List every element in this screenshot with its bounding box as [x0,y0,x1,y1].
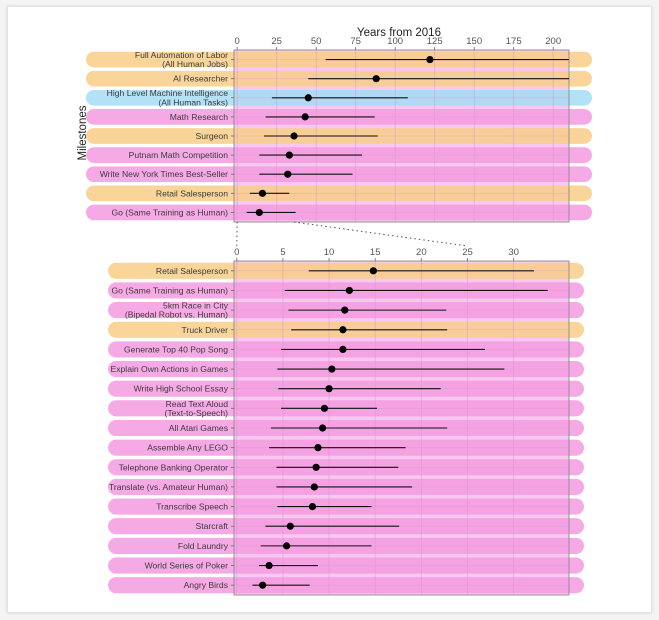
median-point [265,561,273,570]
bottom-panel: 0 5 10 15 20 25 30 Retail Salesperson Go (Same T… [108,247,584,596]
x-tick-label: 10 [324,247,335,258]
median-point [312,463,320,471]
category-label: Translate (vs. Amateur Human) [109,482,228,492]
median-point [369,267,377,275]
category-label: Transcribe Speech [156,502,228,512]
category-label: Truck Driver [182,325,229,335]
median-point [325,385,333,393]
highlight-band [86,185,592,202]
zoom-line-right [293,221,468,247]
highlight-band [86,204,592,221]
median-point [426,55,434,64]
median-point [258,189,267,197]
category-label: 5km Race in City (Bipedal Robot vs. Human… [125,301,229,320]
median-point [345,286,353,295]
category-label: Assemble Any LEGO [147,443,228,453]
top-panel: 0 25 50 75 100 125 150 175 200 Full Automation of… [86,36,592,223]
category-label: Fold Laundry [178,541,229,551]
category-label: Go (Same Training as Human) [111,285,228,295]
category-label: All Atari Games [169,423,228,433]
category-label: Starcraft [196,521,229,531]
category-label: Write New York Times Best-Seller [100,169,228,179]
category-label: Surgeon [196,131,229,141]
zoom-connector [236,221,468,247]
x-tick-label: 150 [466,36,482,47]
x-tick-label: 30 [508,247,519,258]
highlight-band [108,557,584,574]
x-tick-label: 5 [280,247,285,258]
x-tick-label: 0 [234,247,239,258]
x-tick-label: 25 [462,247,473,258]
category-label: World Series of Poker [145,561,229,571]
x-tick-label: 200 [545,36,561,47]
highlight-band [108,577,584,594]
category-label: Angry Birds [184,580,228,590]
median-point [314,444,322,452]
top-x-axis-title: Years from 2016 [357,27,441,39]
x-tick-label: 0 [235,36,240,47]
median-point [301,113,309,121]
x-tick-label: 15 [370,247,381,258]
median-point [341,306,349,314]
category-label: Explain Own Actions in Games [110,364,228,374]
y-axis-title: Milestones [77,105,89,160]
x-tick-label: 25 [271,36,282,47]
median-point [372,75,380,83]
category-label: Telephone Banking Operator [119,462,229,472]
category-label: High Level Machine Intelligence (All Huma… [107,88,229,107]
median-point [310,483,318,491]
category-label: Math Research [170,112,228,122]
median-point [320,404,329,412]
figure-frame: Years from 2016 Milestones 0 25 50 75 100 125… [7,6,652,613]
x-tick-label: 100 [387,36,403,47]
category-label: Putnam Math Competition [129,150,229,160]
median-point [304,94,312,102]
milestone-forecast-chart: Years from 2016 Milestones 0 25 50 75 100 125… [77,27,592,596]
category-label: Generate Top 40 Pop Song [124,344,228,354]
x-tick-label: 125 [427,36,443,47]
x-tick-label: 75 [350,36,361,47]
median-point [308,502,317,511]
x-tick-label: 175 [506,36,522,47]
median-point [318,424,327,432]
category-label: Go (Same Training as Human) [111,207,228,217]
category-label: Write High School Essay [134,384,229,394]
median-point [259,581,267,589]
median-point [290,132,298,140]
median-point [285,151,293,159]
median-point [339,326,347,334]
category-label: Retail Salesperson [156,188,228,198]
x-tick-label: 50 [311,36,322,47]
median-point [328,365,336,373]
category-label: Full Automation of Labor (All Human Jobs) [135,50,228,69]
median-point [339,345,347,354]
x-tick-label: 20 [416,247,427,258]
median-point [283,542,291,550]
median-point [255,208,263,217]
median-point [284,170,292,178]
category-label: Retail Salesperson [156,266,228,276]
category-label: AI Researcher [173,74,228,84]
category-label: Read Text Aloud (Text-to-Speech) [164,399,228,418]
median-point [286,522,294,530]
